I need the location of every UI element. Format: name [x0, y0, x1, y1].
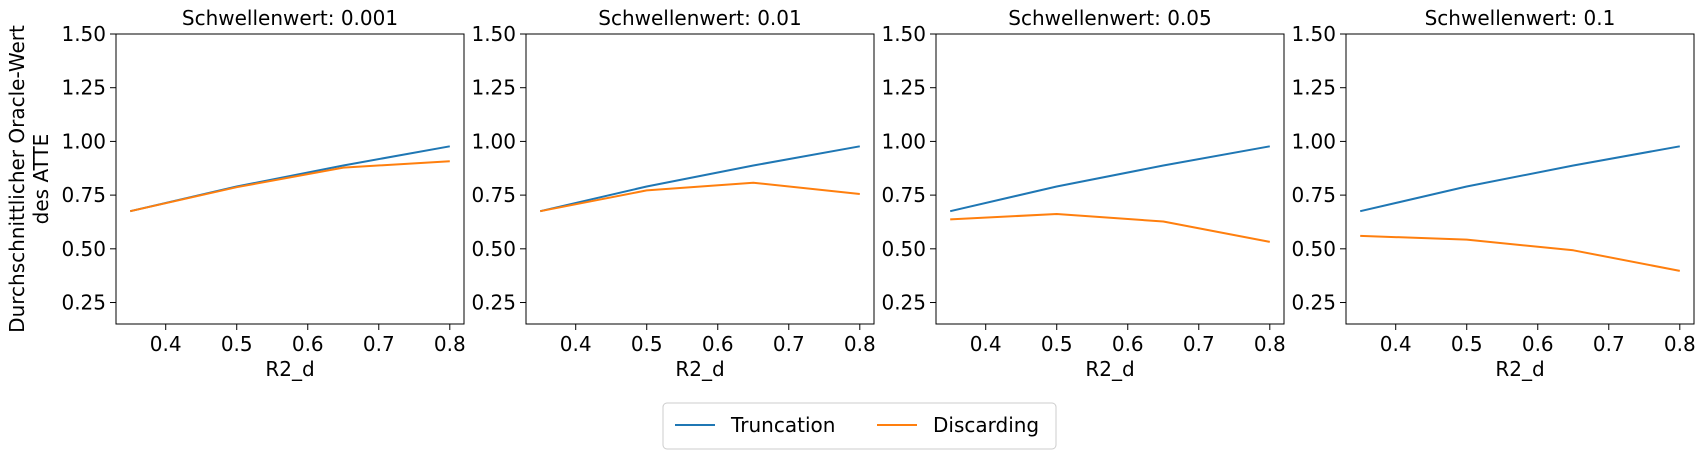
- x-tick-label: 0.8: [1254, 332, 1286, 356]
- chart-title: Schwellenwert: 0.05: [1008, 6, 1211, 30]
- x-tick-label: 0.8: [434, 332, 466, 356]
- x-tick-label: 0.8: [1664, 332, 1696, 356]
- x-tick-label: 0.7: [773, 332, 805, 356]
- chart-panel-1: Schwellenwert: 0.001 0.4 0.5 0.6 0.7 0.8 R2_d 0…: [61, 6, 465, 381]
- plot-frame: [1345, 33, 1695, 325]
- x-tick-label: 0.5: [1041, 332, 1073, 356]
- y-tick-label: 0.75: [881, 183, 926, 207]
- y-tick-label: 1.00: [881, 129, 926, 153]
- y-tick-label: 1.25: [1291, 76, 1336, 100]
- y-tick-label: 1.50: [61, 22, 106, 46]
- legend-label-truncation: Truncation: [730, 413, 835, 437]
- y-tick-label: 1.50: [881, 22, 926, 46]
- chart-title: Schwellenwert: 0.1: [1425, 6, 1616, 30]
- series-line-discarding: [129, 160, 450, 213]
- x-tick-label: 0.7: [363, 332, 395, 356]
- y-tick-label: 1.25: [61, 76, 106, 100]
- y-tick-label: 0.75: [61, 183, 106, 207]
- x-tick-label: 0.6: [1112, 332, 1144, 356]
- series-line-truncation: [129, 145, 450, 213]
- y-tick-label: 0.75: [471, 183, 516, 207]
- y-tick-label: 0.75: [1291, 183, 1336, 207]
- y-tick-label: 1.25: [471, 76, 516, 100]
- legend-frame: [662, 402, 1057, 450]
- y-tick-label: 0.50: [881, 237, 926, 261]
- x-axis-label: R2_d: [265, 357, 314, 381]
- legend-label-discarding: Discarding: [933, 413, 1039, 437]
- x-tick-label: 0.4: [560, 332, 592, 356]
- x-tick-label: 0.6: [1522, 332, 1554, 356]
- y-tick-label: 1.50: [471, 22, 516, 46]
- x-tick-label: 0.5: [221, 332, 253, 356]
- x-axis-label: R2_d: [675, 357, 724, 381]
- chart-panel-2: Schwellenwert: 0.01 0.4 0.5 0.6 0.7 0.8 R2_d 0.…: [471, 6, 875, 381]
- series-line-truncation: [949, 145, 1270, 213]
- x-tick-label: 0.8: [844, 332, 876, 356]
- x-tick-label: 0.6: [292, 332, 324, 356]
- y-tick-label: 0.50: [1291, 237, 1336, 261]
- y-tick-label: 0.50: [471, 237, 516, 261]
- y-tick-label: 0.25: [61, 291, 106, 315]
- y-tick-label: 0.50: [61, 237, 106, 261]
- y-tick-label: 1.50: [1291, 22, 1336, 46]
- plot-frame: [935, 33, 1285, 325]
- x-axis-label: R2_d: [1085, 357, 1134, 381]
- y-tick-label: 0.25: [881, 291, 926, 315]
- y-axis-label-line-1: Durchschnittlicher Oracle-Wert: [5, 25, 29, 333]
- x-tick-label: 0.5: [1451, 332, 1483, 356]
- series-line-discarding: [540, 181, 860, 213]
- x-axis-label: R2_d: [1495, 357, 1544, 381]
- x-tick-label: 0.4: [150, 332, 182, 356]
- y-tick-label: 0.25: [1291, 291, 1336, 315]
- y-tick-label: 1.00: [61, 129, 106, 153]
- y-tick-label: 1.25: [881, 76, 926, 100]
- y-axis-label-line-2: des ATTE: [29, 134, 53, 225]
- series-line-truncation: [539, 145, 860, 213]
- chart-title: Schwellenwert: 0.01: [598, 6, 801, 30]
- x-tick-label: 0.7: [1593, 332, 1625, 356]
- chart-panel-4: Schwellenwert: 0.1 0.4 0.5 0.6 0.7 0.8 R2_d 0.2…: [1291, 6, 1695, 381]
- plot-frame: [115, 33, 465, 325]
- plot-frame: [525, 33, 875, 325]
- y-tick-label: 1.00: [471, 129, 516, 153]
- legend: Truncation Discarding: [662, 402, 1057, 450]
- y-tick-label: 1.00: [1291, 129, 1336, 153]
- series-line-truncation: [1359, 145, 1680, 213]
- series-line-discarding: [950, 213, 1270, 243]
- x-tick-label: 0.4: [1380, 332, 1412, 356]
- chart-panel-3: Schwellenwert: 0.05 0.4 0.5 0.6 0.7 0.8 R2_d 0.…: [881, 6, 1285, 381]
- chart-title: Schwellenwert: 0.001: [182, 6, 398, 30]
- x-tick-label: 0.4: [970, 332, 1002, 356]
- x-tick-label: 0.7: [1183, 332, 1215, 356]
- series-line-discarding: [1360, 234, 1680, 272]
- y-tick-label: 0.25: [471, 291, 516, 315]
- x-tick-label: 0.5: [631, 332, 663, 356]
- x-tick-label: 0.6: [702, 332, 734, 356]
